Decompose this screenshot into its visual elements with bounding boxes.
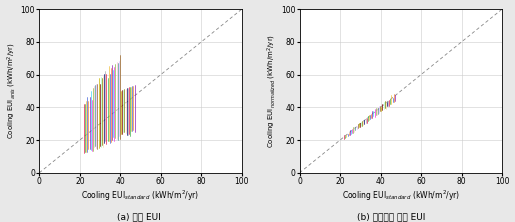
X-axis label: Cooling EUI$_{standard}$ (kWh/m$^2$/yr): Cooling EUI$_{standard}$ (kWh/m$^2$/yr) <box>81 189 200 203</box>
X-axis label: Cooling EUI$_{standard}$ (kWh/m$^2$/yr): Cooling EUI$_{standard}$ (kWh/m$^2$/yr) <box>342 189 460 203</box>
Text: (b) 정규화된 난방 EUI: (b) 정규화된 난방 EUI <box>357 213 425 222</box>
Y-axis label: Cooling EUI$_{anis}$ (kWh/m$^2$/yr): Cooling EUI$_{anis}$ (kWh/m$^2$/yr) <box>6 42 18 139</box>
Y-axis label: Cooling EUI$_{normalized}$ (kWh/m$^2$/yr): Cooling EUI$_{normalized}$ (kWh/m$^2$/yr… <box>266 34 278 148</box>
Text: (a) 난방 EUI: (a) 난방 EUI <box>117 213 161 222</box>
